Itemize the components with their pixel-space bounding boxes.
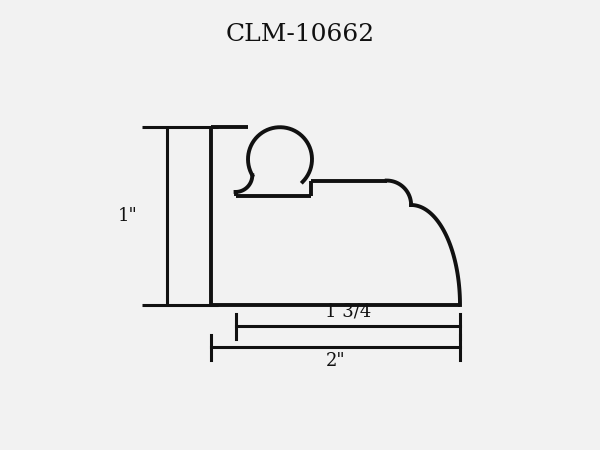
Text: 1 3/4: 1 3/4 xyxy=(325,303,371,321)
Text: 1": 1" xyxy=(118,207,138,225)
Text: CLM-10662: CLM-10662 xyxy=(226,23,374,46)
Text: 2": 2" xyxy=(326,351,346,369)
